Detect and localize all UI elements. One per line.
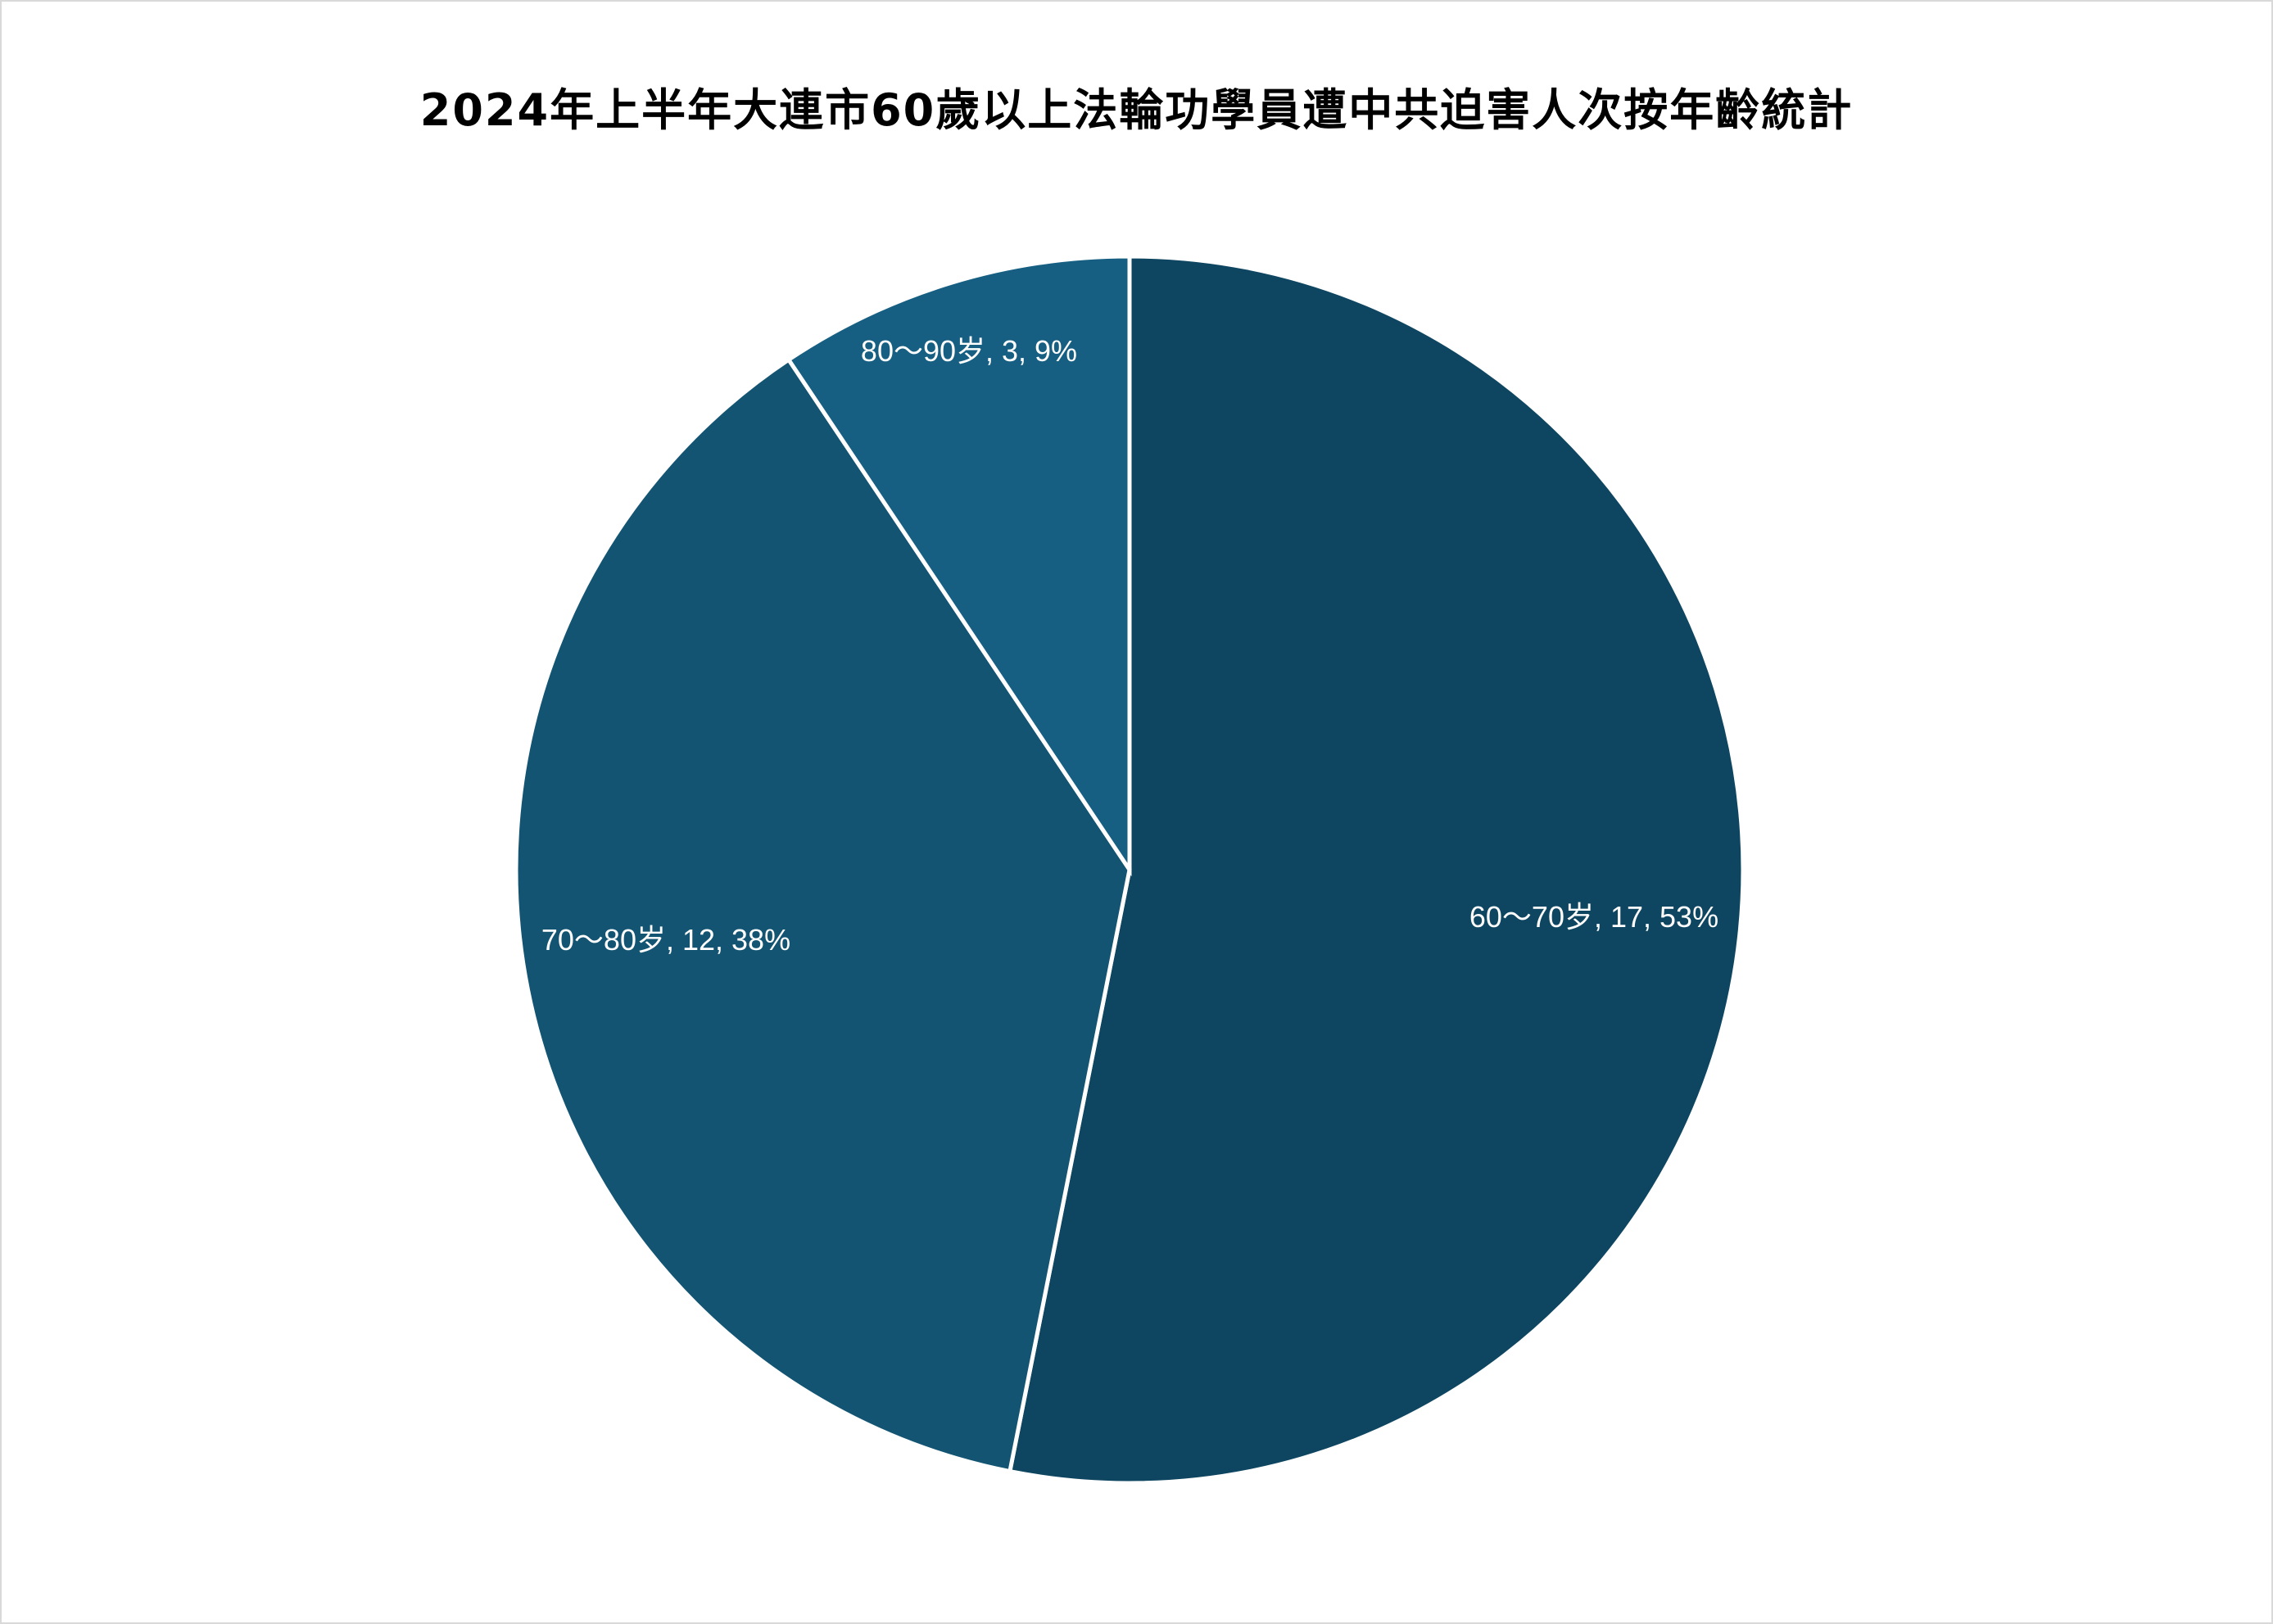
- pie-slice-2: [786, 254, 1132, 877]
- data-label-1: 70～80岁, 12, 38%: [541, 923, 790, 957]
- data-label-0: 60～70岁, 17, 53%: [1469, 900, 1718, 934]
- pie-slice-1: [514, 356, 1132, 1474]
- pie-slice-0: [1007, 254, 1746, 1486]
- data-label-2: 80～90岁, 3, 9%: [861, 334, 1077, 368]
- chart-title: 2024年上半年大連市60歲以上法輪功學員遭中共迫害人次按年齡統計: [419, 84, 1854, 136]
